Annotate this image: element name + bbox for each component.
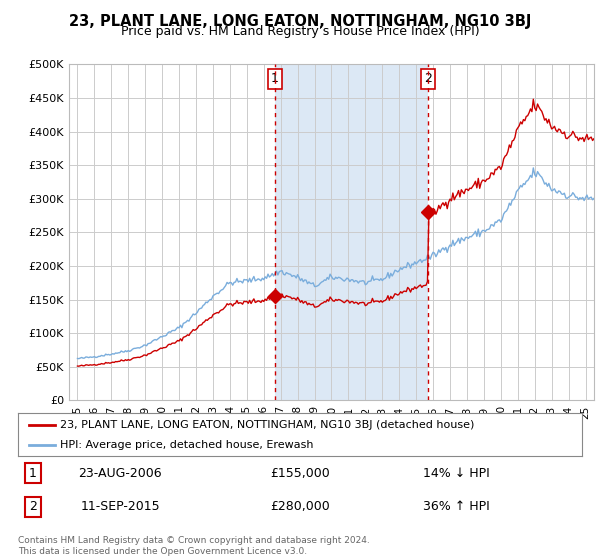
Text: 23-AUG-2006: 23-AUG-2006 <box>78 466 162 480</box>
Text: 2: 2 <box>424 72 432 86</box>
Text: £280,000: £280,000 <box>270 500 330 514</box>
Text: HPI: Average price, detached house, Erewash: HPI: Average price, detached house, Erew… <box>60 440 314 450</box>
Text: Contains HM Land Registry data © Crown copyright and database right 2024.
This d: Contains HM Land Registry data © Crown c… <box>18 536 370 556</box>
Text: 14% ↓ HPI: 14% ↓ HPI <box>422 466 490 480</box>
Text: Price paid vs. HM Land Registry’s House Price Index (HPI): Price paid vs. HM Land Registry’s House … <box>121 25 479 38</box>
Text: 11-SEP-2015: 11-SEP-2015 <box>80 500 160 514</box>
Text: 23, PLANT LANE, LONG EATON, NOTTINGHAM, NG10 3BJ (detached house): 23, PLANT LANE, LONG EATON, NOTTINGHAM, … <box>60 419 475 430</box>
Text: 1: 1 <box>271 72 278 86</box>
Text: 1: 1 <box>29 466 37 480</box>
Text: 23, PLANT LANE, LONG EATON, NOTTINGHAM, NG10 3BJ: 23, PLANT LANE, LONG EATON, NOTTINGHAM, … <box>69 14 531 29</box>
Text: 36% ↑ HPI: 36% ↑ HPI <box>422 500 490 514</box>
Text: £155,000: £155,000 <box>270 466 330 480</box>
Bar <box>275 64 428 400</box>
Text: 2: 2 <box>29 500 37 514</box>
